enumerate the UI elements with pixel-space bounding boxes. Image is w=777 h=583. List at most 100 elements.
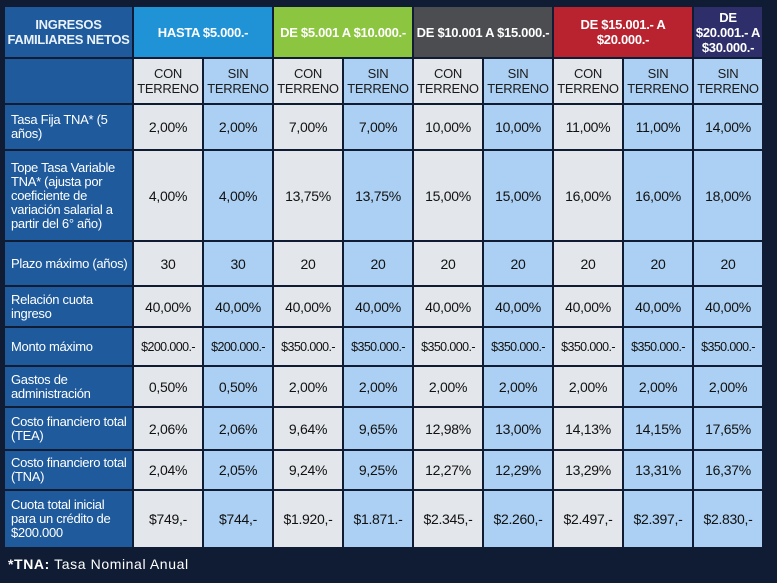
table-cell: 9,65% bbox=[344, 408, 412, 449]
table-row: Monto máximo $200.000.- $200.000.- $350.000… bbox=[5, 328, 762, 365]
table-cell: 2,00% bbox=[484, 367, 552, 406]
subheader-con-terreno: CON TERRENO bbox=[134, 59, 202, 103]
row-label: Tope Tasa Variable TNA* (ajusta por coef… bbox=[5, 151, 132, 240]
subheader-row: CON TERRENO SIN TERRENO CON TERRENO SIN … bbox=[5, 59, 762, 103]
footnote: *TNA: Tasa Nominal Anual bbox=[8, 556, 189, 572]
table-cell: 11,00% bbox=[554, 105, 622, 149]
table-cell: 40,00% bbox=[134, 287, 202, 326]
table-cell: 12,29% bbox=[484, 451, 552, 489]
table-cell: $2.830,- bbox=[694, 491, 762, 547]
subheader-blank bbox=[5, 59, 132, 103]
income-header: INGRESOS FAMILIARES NETOS bbox=[5, 7, 132, 57]
table-cell: 2,00% bbox=[414, 367, 482, 406]
subheader-con-terreno: CON TERRENO bbox=[414, 59, 482, 103]
table-cell: 2,04% bbox=[134, 451, 202, 489]
table-cell: 40,00% bbox=[274, 287, 342, 326]
table-cell: 20 bbox=[554, 242, 622, 285]
table-row: Cuota total inicial para un crédito de $… bbox=[5, 491, 762, 547]
range-header-3: DE $10.001 A $15.000.- bbox=[414, 7, 552, 57]
table-cell: $350.000.- bbox=[554, 328, 622, 365]
table-cell: 7,00% bbox=[344, 105, 412, 149]
table-cell: 0,50% bbox=[204, 367, 272, 406]
table-cell: $2.497,- bbox=[554, 491, 622, 547]
table-cell: 30 bbox=[204, 242, 272, 285]
table-cell: 13,75% bbox=[274, 151, 342, 240]
table-cell: 12,98% bbox=[414, 408, 482, 449]
table-cell: 40,00% bbox=[414, 287, 482, 326]
table-cell: 13,75% bbox=[344, 151, 412, 240]
table-cell: 7,00% bbox=[274, 105, 342, 149]
table-cell: 2,00% bbox=[134, 105, 202, 149]
table-cell: $350.000.- bbox=[624, 328, 692, 365]
table-cell: 16,00% bbox=[554, 151, 622, 240]
table-cell: 15,00% bbox=[484, 151, 552, 240]
row-label: Tasa Fija TNA* (5 años) bbox=[5, 105, 132, 149]
table-row: Tope Tasa Variable TNA* (ajusta por coef… bbox=[5, 151, 762, 240]
subheader-sin-terreno: SIN TERRENO bbox=[624, 59, 692, 103]
table-cell: 40,00% bbox=[554, 287, 622, 326]
table-cell: 18,00% bbox=[694, 151, 762, 240]
table-cell: 2,00% bbox=[624, 367, 692, 406]
table-cell: 2,00% bbox=[344, 367, 412, 406]
table-cell: 14,15% bbox=[624, 408, 692, 449]
table-row: Costo financiero total (TNA) 2,04% 2,05% 9,… bbox=[5, 451, 762, 489]
table-cell: 9,24% bbox=[274, 451, 342, 489]
table-cell: 2,00% bbox=[554, 367, 622, 406]
subheader-con-terreno: CON TERRENO bbox=[274, 59, 342, 103]
range-header-4: DE $15.001.- A $20.000.- bbox=[554, 7, 692, 57]
table-cell: $1.920,- bbox=[274, 491, 342, 547]
table-cell: 20 bbox=[694, 242, 762, 285]
table-cell: 16,00% bbox=[624, 151, 692, 240]
table-cell: 40,00% bbox=[204, 287, 272, 326]
table-cell: 14,00% bbox=[694, 105, 762, 149]
table-cell: 40,00% bbox=[484, 287, 552, 326]
table-cell: 30 bbox=[134, 242, 202, 285]
table-cell: 9,64% bbox=[274, 408, 342, 449]
table-cell: 10,00% bbox=[414, 105, 482, 149]
subheader-sin-terreno: SIN TERRENO bbox=[694, 59, 762, 103]
table-cell: 20 bbox=[484, 242, 552, 285]
range-header-2: DE $5.001 A $10.000.- bbox=[274, 7, 412, 57]
table-cell: 40,00% bbox=[624, 287, 692, 326]
table-cell: 2,00% bbox=[694, 367, 762, 406]
table-cell: 2,00% bbox=[204, 105, 272, 149]
table-cell: 15,00% bbox=[414, 151, 482, 240]
table-row: Tasa Fija TNA* (5 años) 2,00% 2,00% 7,00% 7,… bbox=[5, 105, 762, 149]
table-row: Plazo máximo (años) 30 30 20 20 20 20 20 20 20 bbox=[5, 242, 762, 285]
table-cell: $200.000.- bbox=[204, 328, 272, 365]
table-cell: $2.345,- bbox=[414, 491, 482, 547]
table-cell: $350.000.- bbox=[344, 328, 412, 365]
table-row: Gastos de administración 0,50% 0,50% 2,00% 2… bbox=[5, 367, 762, 406]
table-cell: 0,50% bbox=[134, 367, 202, 406]
table-cell: 13,31% bbox=[624, 451, 692, 489]
table-cell: 40,00% bbox=[344, 287, 412, 326]
table-cell: $350.000.- bbox=[274, 328, 342, 365]
table-cell: 20 bbox=[414, 242, 482, 285]
table-row: Relación cuota ingreso 40,00% 40,00% 40,00%… bbox=[5, 287, 762, 326]
row-label: Relación cuota ingreso bbox=[5, 287, 132, 326]
subheader-sin-terreno: SIN TERRENO bbox=[204, 59, 272, 103]
table-cell: 12,27% bbox=[414, 451, 482, 489]
table-cell: $749,- bbox=[134, 491, 202, 547]
credit-rates-table: INGRESOS FAMILIARES NETOS HASTA $5.000.-… bbox=[3, 5, 764, 549]
row-label: Monto máximo bbox=[5, 328, 132, 365]
row-label: Costo financiero total (TNA) bbox=[5, 451, 132, 489]
table-cell: 4,00% bbox=[134, 151, 202, 240]
row-label: Plazo máximo (años) bbox=[5, 242, 132, 285]
row-label: Costo financiero total (TEA) bbox=[5, 408, 132, 449]
table-cell: 10,00% bbox=[484, 105, 552, 149]
row-label: Cuota total inicial para un crédito de $… bbox=[5, 491, 132, 547]
row-label: Gastos de administración bbox=[5, 367, 132, 406]
table-cell: 20 bbox=[344, 242, 412, 285]
table-cell: 20 bbox=[274, 242, 342, 285]
table-cell: $200.000.- bbox=[134, 328, 202, 365]
table-cell: 2,05% bbox=[204, 451, 272, 489]
table-cell: $2.260,- bbox=[484, 491, 552, 547]
table-cell: 13,00% bbox=[484, 408, 552, 449]
table-cell: $350.000.- bbox=[484, 328, 552, 365]
footnote-text: Tasa Nominal Anual bbox=[54, 556, 189, 572]
table-cell: 4,00% bbox=[204, 151, 272, 240]
table-cell: 2,00% bbox=[274, 367, 342, 406]
table-cell: 2,06% bbox=[134, 408, 202, 449]
